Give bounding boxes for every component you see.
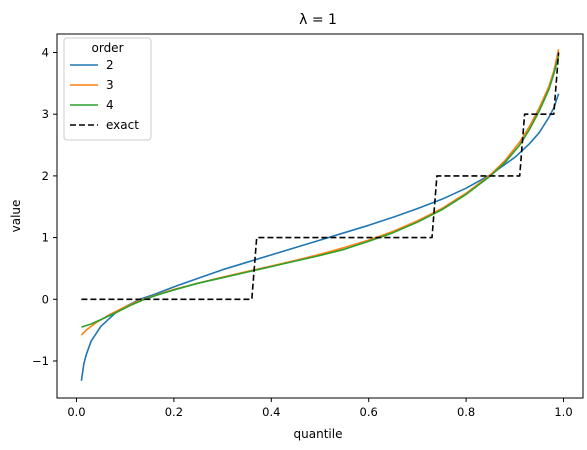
plot-frame <box>56 33 584 399</box>
series-line-4 <box>81 55 560 328</box>
legend-entry-label: 3 <box>106 78 114 92</box>
plot-lines <box>80 49 560 381</box>
x-tick-label: 0.2 <box>165 405 183 419</box>
legend-box <box>63 37 152 141</box>
legend-entry-label: exact <box>106 118 139 132</box>
x-tick-label: 0.6 <box>360 405 378 419</box>
y-tick-label: 3 <box>42 107 49 121</box>
y-tick-label: 4 <box>42 46 49 60</box>
y-axis-ticks: −1 0 1 2 3 4 <box>32 46 57 368</box>
y-tick-label: 2 <box>42 169 49 183</box>
y-tick-label: 0 <box>42 292 49 306</box>
legend-entry-label: 4 <box>106 98 114 112</box>
x-axis-ticks: 0.0 0.2 0.4 0.6 0.8 1.0 <box>67 398 573 419</box>
legend-entry-label: 2 <box>106 58 114 72</box>
series-line-2 <box>80 93 560 381</box>
x-tick-label: 1.0 <box>554 405 572 419</box>
x-axis-label: quantile <box>294 427 343 441</box>
x-tick-label: 0.4 <box>262 405 280 419</box>
y-tick-label: −1 <box>32 354 49 368</box>
chart-title: λ = 1 <box>299 12 337 28</box>
x-tick-label: 0.8 <box>457 405 475 419</box>
legend-title: order <box>92 41 124 55</box>
y-tick-label: 1 <box>42 231 49 245</box>
legend: order 2 3 4 exact <box>63 37 152 141</box>
y-axis-label: value <box>9 200 23 233</box>
series-line-3 <box>80 49 560 336</box>
x-tick-label: 0.0 <box>67 405 85 419</box>
series-line-exact <box>81 52 560 301</box>
